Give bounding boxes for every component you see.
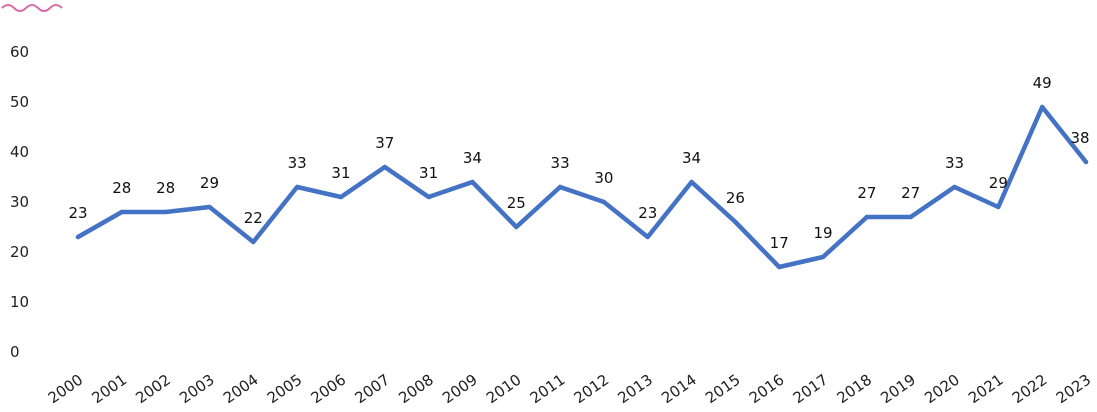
y-tick-label: 20 [10,243,29,261]
data-label: 33 [945,154,964,172]
data-point [207,204,212,210]
data-point [119,209,125,215]
data-label: 37 [375,134,394,152]
data-label: 28 [112,179,131,197]
x-tick-label: 2007 [351,371,393,408]
data-point [820,254,826,260]
data-point [294,184,300,190]
x-tick-label: 2019 [877,371,919,408]
y-tick-label: 30 [10,193,29,211]
y-tick-label: 40 [10,143,29,161]
data-label: 23 [638,204,657,222]
data-point [996,204,1001,210]
x-tick-label: 2004 [220,371,262,408]
data-label: 33 [551,154,570,172]
x-tick-label: 2014 [658,371,700,408]
series-line [75,104,1089,270]
data-point [470,179,475,185]
data-labels: 23 28 28 29 22 33 31 37 31 34 25 33 30 23 34 26 17 19 27 27… [68,74,1089,252]
data-label: 26 [726,189,745,207]
y-tick-label: 10 [10,293,29,311]
series-group [75,104,1089,270]
data-label: 38 [1070,129,1089,147]
data-point [908,214,913,220]
x-axis: 2000 2001 2002 2003 2004 2005 2006 2007 2008 2009… [45,371,1095,408]
wave-icon [1,4,63,12]
data-label: 30 [594,169,613,187]
data-point [952,184,957,190]
data-point [75,234,81,240]
x-tick-label: 2021 [965,371,1007,408]
data-label: 31 [331,164,350,182]
data-label: 33 [288,154,307,172]
data-point [382,164,387,170]
data-point [777,264,782,270]
data-point [601,199,607,205]
data-label: 49 [1033,74,1052,92]
data-label: 25 [507,194,526,212]
x-tick-label: 2010 [483,371,525,408]
x-tick-label: 2012 [571,371,613,408]
x-tick-label: 2011 [527,371,569,408]
x-tick-label: 2002 [132,371,174,408]
data-label: 34 [463,149,482,167]
y-tick-label: 60 [10,43,29,61]
data-point [1039,104,1045,110]
x-tick-label: 2009 [439,371,481,408]
x-tick-label: 2013 [614,371,656,408]
data-point [689,179,694,185]
data-point [733,219,738,225]
x-tick-label: 2005 [264,371,306,408]
data-point [1083,159,1089,165]
data-label: 17 [770,234,789,252]
x-tick-label: 2015 [702,371,744,408]
data-point [251,239,256,245]
data-point [426,194,431,200]
data-point [514,224,519,230]
header-decoration [1,4,63,12]
data-label: 19 [813,224,832,242]
data-label: 23 [68,204,87,222]
y-tick-label: 0 [10,343,20,361]
data-point [163,209,168,215]
data-point [338,194,344,200]
x-tick-label: 2008 [395,371,437,408]
x-tick-label: 2016 [746,371,788,408]
data-point [557,184,563,190]
x-tick-label: 2023 [1053,371,1095,408]
x-tick-label: 2001 [89,371,131,408]
x-tick-label: 2018 [834,371,876,408]
data-label: 29 [200,174,219,192]
y-axis: 0 10 20 30 40 50 60 [10,43,29,361]
x-tick-label: 2003 [176,371,218,408]
data-label: 27 [857,184,876,202]
data-label: 22 [244,209,263,227]
data-label: 31 [419,164,438,182]
x-tick-label: 2022 [1009,371,1051,408]
x-tick-label: 2006 [308,371,350,408]
data-label: 34 [682,149,701,167]
data-point [645,234,650,240]
x-tick-label: 2000 [45,371,87,408]
data-point [864,214,870,220]
x-tick-label: 2017 [790,371,832,408]
data-label: 27 [901,184,920,202]
y-tick-label: 50 [10,93,29,111]
x-tick-label: 2020 [921,371,963,408]
data-label: 28 [156,179,175,197]
data-label: 29 [989,174,1008,192]
